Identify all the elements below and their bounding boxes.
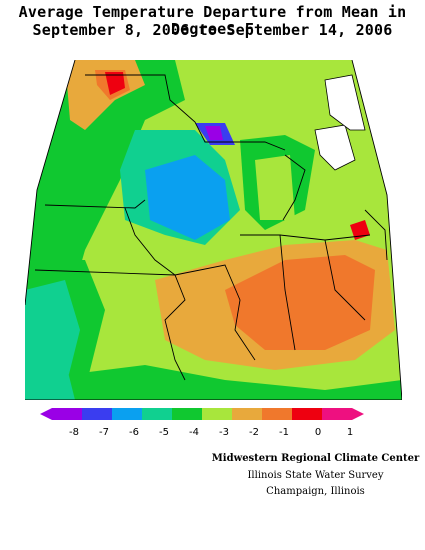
legend-arrow-right <box>352 408 364 420</box>
legend-swatch-1 <box>52 408 82 420</box>
credit-line3: Champaign, Illinois <box>266 486 365 497</box>
credit-line1: Midwestern Regional Climate Center <box>211 453 420 464</box>
legend-tick-label: 0 <box>315 427 321 438</box>
legend-swatch-7 <box>232 408 262 420</box>
legend-tick-label: -1 <box>279 427 289 438</box>
legend-swatches <box>52 408 352 420</box>
legend-tick-label: -4 <box>189 427 199 438</box>
color-legend: -8 -7 -6 -5 -4 -3 -2 -1 0 1 <box>40 408 364 438</box>
legend-tick-label: -8 <box>69 427 79 438</box>
legend-swatch-10 <box>322 408 352 420</box>
legend-arrow-left <box>40 408 52 420</box>
legend-swatch-4 <box>142 408 172 420</box>
legend-swatch-8 <box>262 408 292 420</box>
great-lakes <box>314 74 366 171</box>
legend-swatch-2 <box>82 408 112 420</box>
legend-swatch-3 <box>112 408 142 420</box>
legend-swatch-9 <box>292 408 322 420</box>
temperature-map <box>25 60 402 400</box>
legend-tick-label: -7 <box>99 427 109 438</box>
credit-line2: Illinois State Water Survey <box>247 470 384 481</box>
legend-tick-label: -6 <box>129 427 139 438</box>
map-title-line1: Average Temperature Departure from Mean … <box>18 3 407 38</box>
legend-tick-label: 1 <box>347 427 353 438</box>
state-boundaries <box>25 60 402 400</box>
legend-tick-label: -5 <box>159 427 169 438</box>
map-title-line2: September 8, 2006 to September 14, 2006 <box>32 21 393 39</box>
legend-swatch-6 <box>202 408 232 420</box>
legend-swatch-5 <box>172 408 202 420</box>
legend-tick-label: -2 <box>249 427 259 438</box>
legend-tick-label: -3 <box>219 427 229 438</box>
